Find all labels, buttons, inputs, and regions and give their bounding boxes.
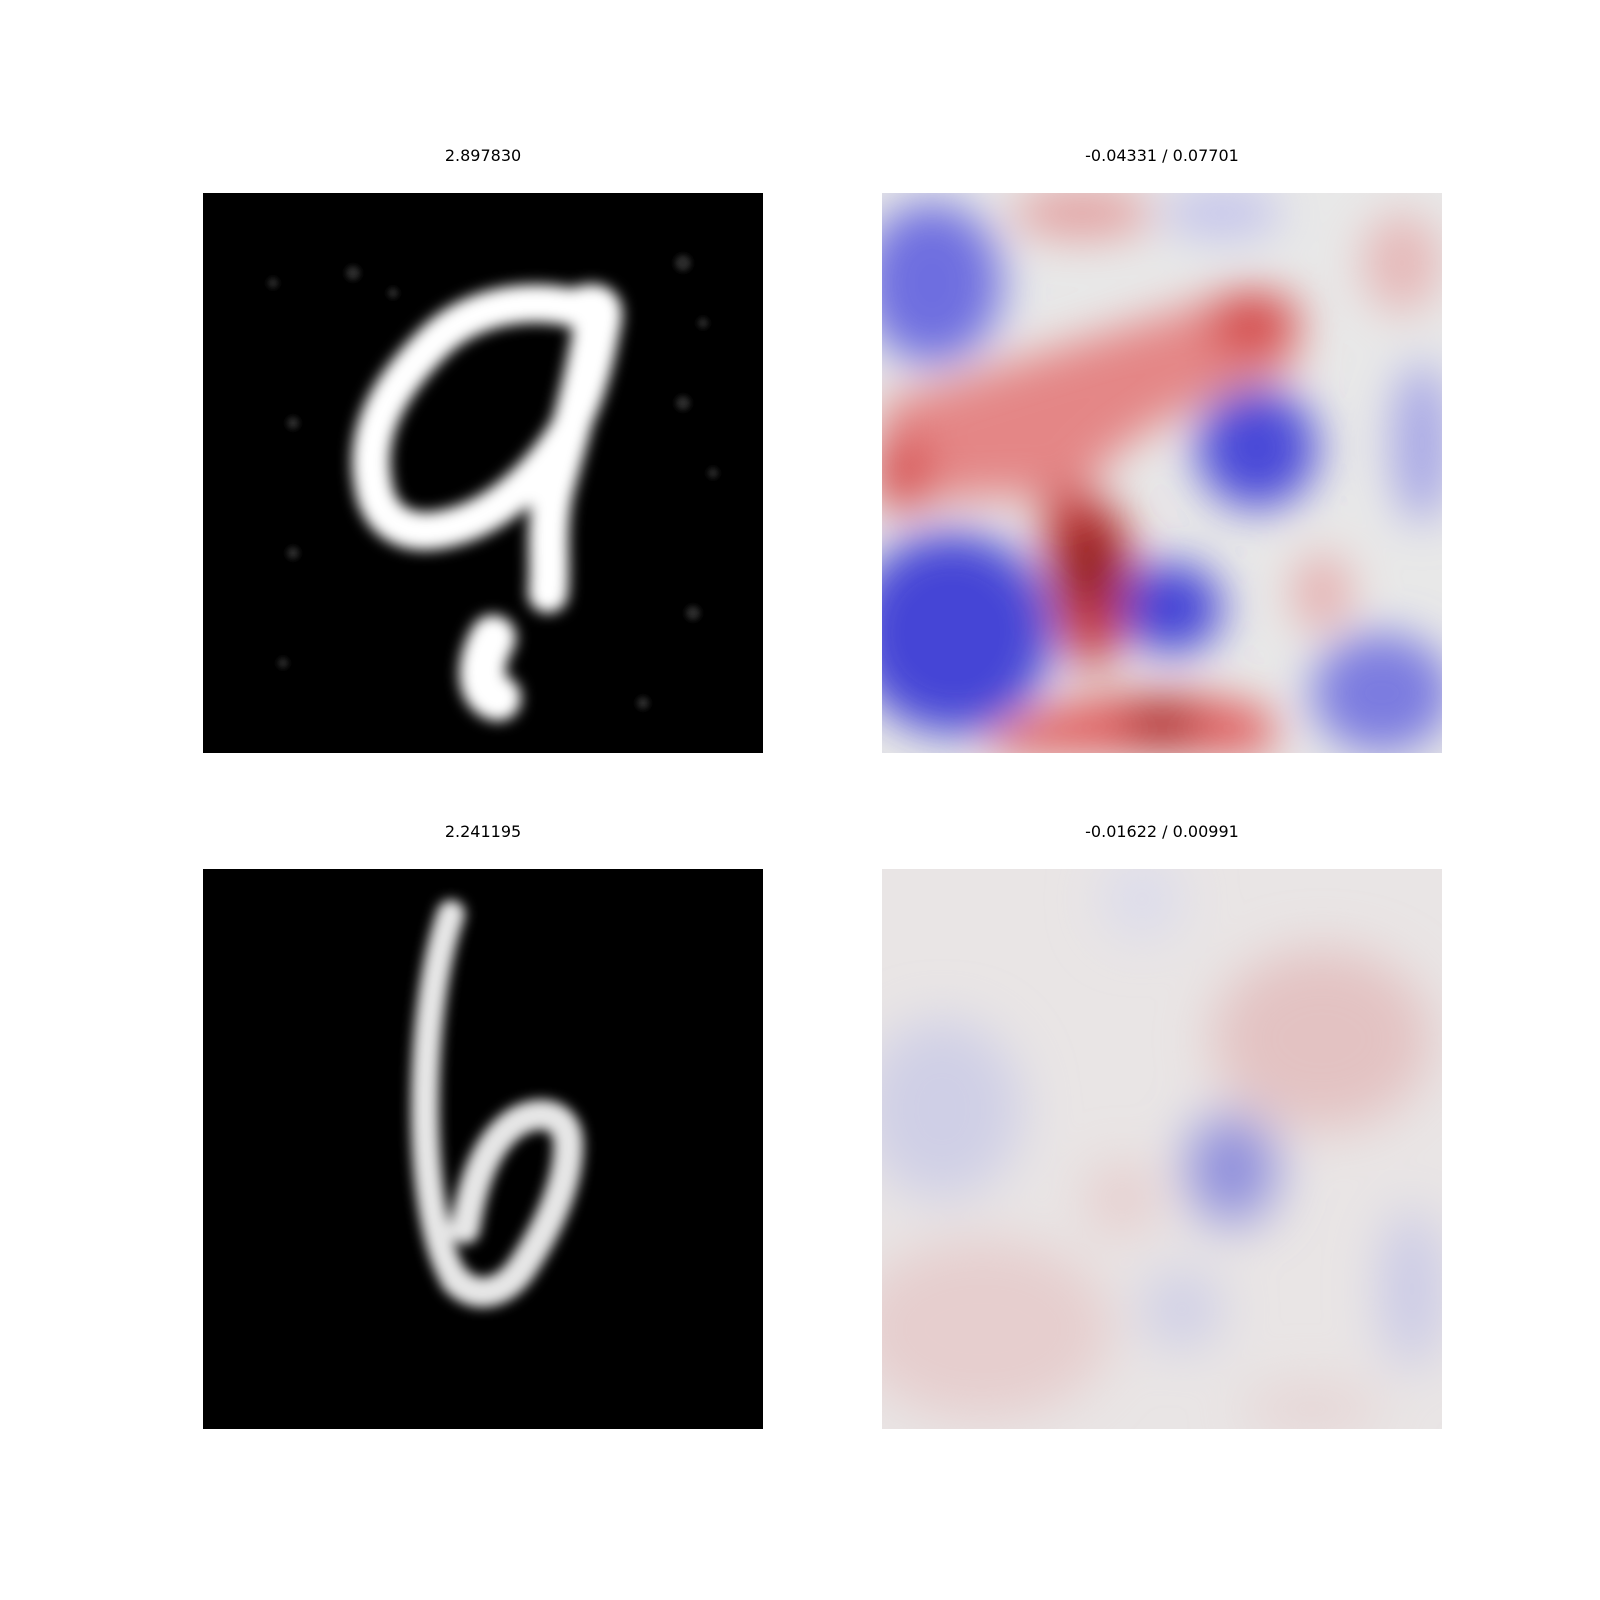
digit-nine-drawing (268, 255, 718, 721)
digit-six-drawing (411, 900, 584, 1308)
digit-image-six (203, 869, 763, 1429)
heatmap-bottom (882, 869, 1442, 1429)
heatmap-top (882, 193, 1442, 753)
digit-image-nine (203, 193, 763, 753)
heatmap-bottom-drawing (882, 869, 1442, 1429)
panel-title-top-left: 2.897830 (444, 146, 522, 165)
panel-title-bottom-left: 2.241195 (444, 822, 522, 841)
heatmap-top-drawing (882, 193, 1442, 753)
panel-title-bottom-right: -0.01622 / 0.00991 (1085, 822, 1239, 841)
panel-title-top-right: -0.04331 / 0.07701 (1085, 146, 1239, 165)
